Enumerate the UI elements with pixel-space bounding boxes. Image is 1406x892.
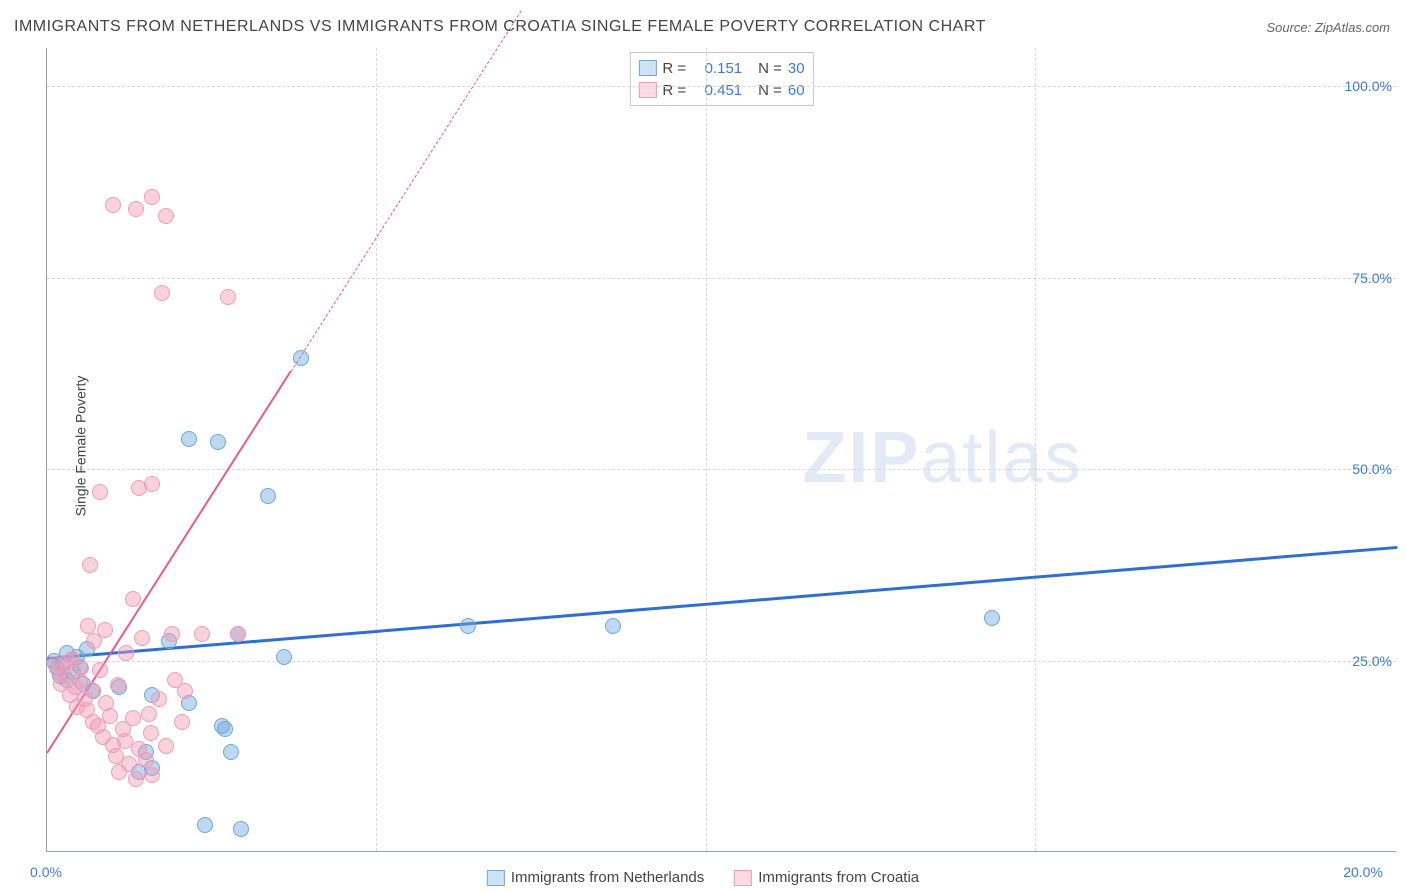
data-point xyxy=(128,771,144,787)
data-point xyxy=(276,649,292,665)
grid-line-horizontal xyxy=(47,86,1396,87)
trend-line xyxy=(47,546,1397,660)
grid-line-vertical xyxy=(376,48,377,851)
r-value: 0.451 xyxy=(692,82,742,99)
data-point xyxy=(92,484,108,500)
x-tick-label: 20.0% xyxy=(1343,864,1383,880)
watermark-bold: ZIP xyxy=(802,418,920,498)
data-point xyxy=(164,626,180,642)
data-point xyxy=(605,618,621,634)
y-tick-label: 75.0% xyxy=(1352,270,1392,286)
legend-series: Immigrants from Netherlands Immigrants fr… xyxy=(487,869,919,886)
grid-line-vertical xyxy=(1035,48,1036,851)
grid-line-horizontal xyxy=(47,469,1396,470)
y-tick-label: 25.0% xyxy=(1352,653,1392,669)
legend-stat-row: R = 0.151 N = 30 xyxy=(638,57,804,79)
data-point xyxy=(460,618,476,634)
data-point xyxy=(223,744,239,760)
legend-series-item: Immigrants from Croatia xyxy=(734,869,919,886)
data-point xyxy=(220,289,236,305)
data-point xyxy=(144,189,160,205)
data-point xyxy=(143,725,159,741)
y-tick-label: 50.0% xyxy=(1352,461,1392,477)
data-point xyxy=(194,626,210,642)
grid-line-horizontal xyxy=(47,278,1396,279)
n-value: 60 xyxy=(788,82,805,99)
plot-area: ZIPatlas R = 0.151 N = 30 R = 0.451 N = 60 xyxy=(46,48,1396,852)
data-point xyxy=(134,630,150,646)
chart-title: IMMIGRANTS FROM NETHERLANDS VS IMMIGRANT… xyxy=(14,18,986,36)
x-tick-label: 0.0% xyxy=(30,864,62,880)
r-value: 0.151 xyxy=(692,60,742,77)
data-point xyxy=(125,591,141,607)
legend-series-label: Immigrants from Croatia xyxy=(758,869,919,886)
legend-swatch xyxy=(638,60,656,76)
data-point xyxy=(154,285,170,301)
data-point xyxy=(144,767,160,783)
grid-line-vertical xyxy=(706,48,707,851)
data-point xyxy=(984,610,1000,626)
data-point xyxy=(233,821,249,837)
source-attribution: Source: ZipAtlas.com xyxy=(1266,20,1390,35)
data-point xyxy=(73,660,89,676)
data-point xyxy=(158,208,174,224)
grid-line-horizontal xyxy=(47,661,1396,662)
trend-line-dashed xyxy=(290,10,521,372)
data-point xyxy=(84,682,100,698)
r-label: R = xyxy=(662,82,686,99)
data-point xyxy=(230,626,246,642)
data-point xyxy=(121,756,137,772)
legend-swatch xyxy=(638,82,656,98)
n-value: 30 xyxy=(788,60,805,77)
data-point xyxy=(110,677,126,693)
data-point xyxy=(144,476,160,492)
data-point xyxy=(177,683,193,699)
data-point xyxy=(197,817,213,833)
data-point xyxy=(97,622,113,638)
data-point xyxy=(80,618,96,634)
n-label: N = xyxy=(758,60,782,77)
legend-swatch xyxy=(734,870,752,886)
data-point xyxy=(128,201,144,217)
y-tick-label: 100.0% xyxy=(1345,78,1392,94)
data-point xyxy=(210,434,226,450)
data-point xyxy=(293,350,309,366)
watermark-light: atlas xyxy=(920,418,1082,498)
legend-stats: R = 0.151 N = 30 R = 0.451 N = 60 xyxy=(629,52,813,106)
data-point xyxy=(217,721,233,737)
data-point xyxy=(92,662,108,678)
data-point xyxy=(82,557,98,573)
data-point xyxy=(181,431,197,447)
data-point xyxy=(118,645,134,661)
data-point xyxy=(138,752,154,768)
watermark: ZIPatlas xyxy=(802,417,1082,499)
data-point xyxy=(151,691,167,707)
data-point xyxy=(102,708,118,724)
r-label: R = xyxy=(662,60,686,77)
data-point xyxy=(141,706,157,722)
data-point xyxy=(174,714,190,730)
data-point xyxy=(260,488,276,504)
n-label: N = xyxy=(758,82,782,99)
data-point xyxy=(125,710,141,726)
legend-swatch xyxy=(487,870,505,886)
legend-stat-row: R = 0.451 N = 60 xyxy=(638,79,804,101)
legend-series-label: Immigrants from Netherlands xyxy=(511,869,704,886)
data-point xyxy=(105,197,121,213)
data-point xyxy=(158,738,174,754)
legend-series-item: Immigrants from Netherlands xyxy=(487,869,704,886)
